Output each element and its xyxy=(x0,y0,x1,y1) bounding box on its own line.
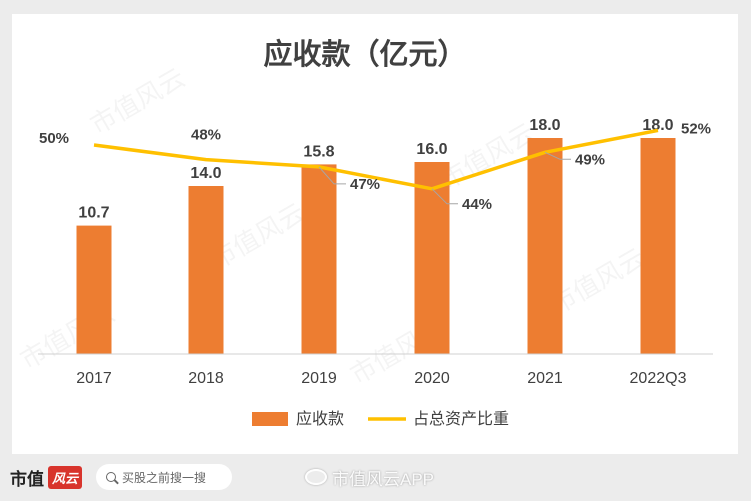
watermark-text: 市值风云 xyxy=(85,63,190,141)
search-placeholder: 买股之前搜一搜 xyxy=(122,470,207,485)
line-point-label: 52% xyxy=(681,120,711,137)
weibo-icon xyxy=(305,469,327,485)
bar-2017 xyxy=(76,225,112,354)
bar-2019 xyxy=(301,164,337,354)
bar-2020 xyxy=(414,162,450,354)
line-point-label: 49% xyxy=(575,151,605,168)
chart-title: 应收款（亿元） xyxy=(263,37,466,71)
x-tick-label: 2022Q3 xyxy=(630,370,687,387)
x-tick-label: 2017 xyxy=(76,370,112,387)
chart-card: 市值风云 市值风云 市值风云 市值风云 市值风云 市值风云 应收款（亿元） 10.7 14.0 1… xyxy=(12,14,738,454)
bar-2021 xyxy=(527,138,563,354)
legend-swatch-bar xyxy=(252,412,288,426)
bar-value-label: 14.0 xyxy=(190,165,221,182)
line-label-leader xyxy=(431,188,458,205)
line-point-label: 48% xyxy=(191,127,221,144)
bar-value-label: 18.0 xyxy=(529,117,560,134)
bar-2022Q3 xyxy=(640,138,676,354)
line-point-label: 47% xyxy=(350,176,380,193)
line-point-label: 50% xyxy=(39,130,69,147)
weibo-handle: 市值风云APP xyxy=(332,469,435,489)
legend-label-line: 占总资产比重 xyxy=(413,409,509,428)
weibo-watermark: 市值风云APP xyxy=(305,464,434,490)
brand-name: 市值 xyxy=(10,469,44,490)
x-tick-label: 2019 xyxy=(301,370,337,387)
bar-value-label: 10.7 xyxy=(78,205,109,222)
line-point-label: 44% xyxy=(462,196,492,213)
line-label-leader xyxy=(318,166,346,185)
x-tick-label: 2021 xyxy=(527,370,563,387)
bar-2018 xyxy=(188,186,224,354)
brand-seal: 风云 xyxy=(48,465,83,489)
search-box[interactable]: 买股之前搜一搜 xyxy=(96,464,232,490)
x-tick-label: 2020 xyxy=(414,370,450,387)
x-tick-label: 2018 xyxy=(188,370,224,387)
bar-value-label: 18.0 xyxy=(642,117,673,134)
bar-value-label: 15.8 xyxy=(303,143,334,160)
line-series-share xyxy=(93,128,659,191)
footer-bar: 市值 风云 买股之前搜一搜 市值风云APP xyxy=(0,458,751,501)
brand-logo[interactable]: 市值 风云 xyxy=(10,464,83,490)
line-label-leader xyxy=(544,151,571,160)
bar-value-label: 16.0 xyxy=(416,141,447,158)
search-icon xyxy=(106,472,116,482)
legend-label-bar: 应收款 xyxy=(296,409,344,428)
